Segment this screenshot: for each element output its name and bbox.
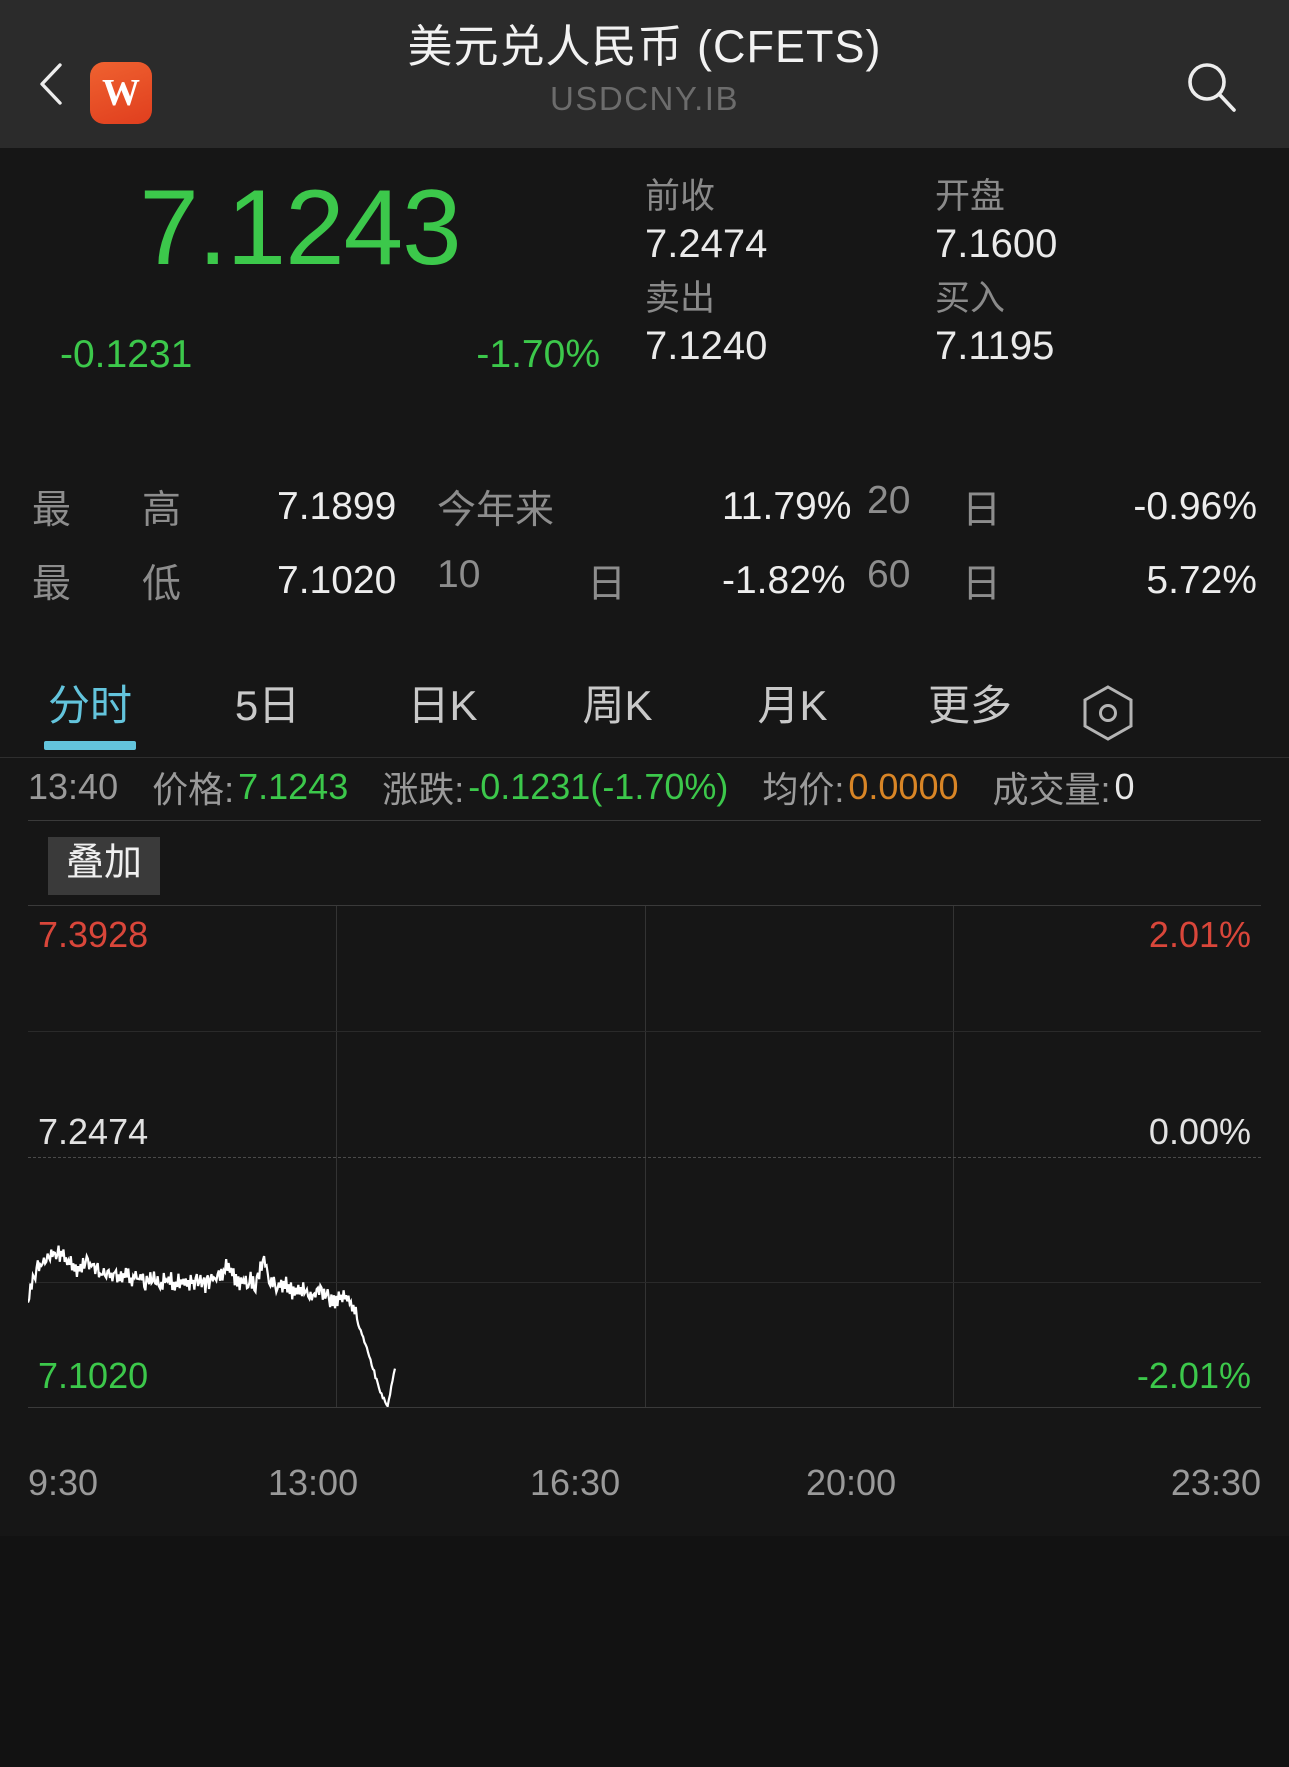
stat-label-20d: 20 日 [867,479,1002,532]
field-ask: 卖出 7.1240 [645,278,935,380]
page-subtitle: USDCNY.IB [550,80,739,118]
time-tick-3: 20:00 [806,1462,897,1503]
axis-label-top-left: 7.3928 [38,914,149,955]
tab-intraday[interactable]: 分时 [0,668,180,758]
info-avg-label: 均价: [762,769,845,810]
info-price-value: 7.1243 [238,766,349,807]
field-label: 开盘 [935,177,1006,216]
stat-label-low: 最 低 [32,563,182,606]
axis-label-bottom-right: -2.01% [1136,1355,1251,1396]
tab-monthk[interactable]: 月K [757,681,828,729]
chart-plot[interactable]: 7.3928 2.01% 7.2474 0.00% 7.1020 -2.01% [28,905,1261,1408]
stat-label-10d: 10 日 [437,553,627,606]
axis-label-mid-left: 7.2474 [38,1110,149,1152]
stat-label-ytd: 今年来 [437,489,555,532]
chart-area[interactable]: 叠加 7.3928 2.01% 7.2474 0.00% 7.1020 -2.0… [0,816,1289,1456]
info-time: 13:40 [28,766,119,807]
app-header: W 美元兑人民币 (CFETS) USDCNY.IB [0,0,1289,148]
stat-value-low: 7.1020 [277,559,397,602]
time-tick-2: 16:30 [530,1462,621,1503]
field-label: 买入 [935,278,1006,318]
info-change-label: 涨跌: [382,769,465,810]
stat-value-20d: -0.96% [1133,485,1257,528]
field-value: 7.1240 [645,323,768,368]
chart-frame: 叠加 7.3928 2.01% 7.2474 0.00% 7.1020 -2.0… [28,820,1261,1408]
settings-hexagon-icon[interactable] [1060,684,1156,742]
field-value: 7.1195 [935,323,1055,368]
stat-value-10d: -1.82% [722,559,846,602]
field-label: 卖出 [645,278,716,318]
field-value: 7.1600 [935,221,1058,266]
chart-info-line: 13:40 价格: 7.1243 涨跌: -0.1231(-1.70%) 均价:… [0,758,1289,816]
price-line [28,906,1261,1407]
info-avg-value: 0.0000 [848,766,959,807]
price-change: -0.1231 [60,333,193,376]
info-price-label: 价格: [152,769,235,810]
stats-grid: 最 高 7.1899 今年来 11.79% 20 日 -0.96% 最 低 7.… [0,448,1289,668]
stat-value-high: 7.1899 [277,485,397,528]
stats-row-low: 最 低 7.1020 10 日 -1.82% 60 日 5.72% [0,544,1289,618]
field-open: 开盘 7.1600 [935,176,1225,278]
app-logo[interactable]: W [90,62,152,124]
stat-value-ytd: 11.79% [722,485,852,528]
last-price: 7.1243 [139,167,461,287]
chart-tabs: 分时 5日 日K 周K 月K 更多 [0,668,1289,758]
tab-5day[interactable]: 5日 [234,681,301,729]
tab-more[interactable]: 更多 [927,681,1012,729]
search-icon[interactable] [1183,58,1241,116]
quote-fields: 前收 7.2474 开盘 7.1600 卖出 7.1240 买入 7.1195 [645,176,1265,380]
price-change-percent: -1.70% [476,333,600,376]
quote-summary: 7.1243 -0.1231 -1.70% 前收 7.2474 开盘 7.160… [0,148,1289,448]
info-volume-label: 成交量: [992,769,1111,810]
field-value: 7.2474 [645,221,768,266]
field-prev-close: 前收 7.2474 [645,176,935,278]
back-chevron-icon[interactable] [38,62,64,106]
time-tick-1: 13:00 [268,1462,359,1503]
stat-label-high: 最 高 [32,489,182,532]
axis-label-bottom-left: 7.1020 [38,1355,149,1396]
info-change-value: -0.1231(-1.70%) [468,766,729,807]
stat-label-60d: 60 日 [867,553,1002,606]
time-tick-0: 9:30 [28,1462,99,1503]
field-bid: 买入 7.1195 [935,278,1225,380]
info-volume-value: 0 [1114,766,1135,807]
tab-dayk[interactable]: 日K [407,681,478,729]
field-label: 前收 [645,177,716,216]
axis-label-top-right: 2.01% [1148,914,1251,955]
stats-row-high: 最 高 7.1899 今年来 11.79% 20 日 -0.96% [0,470,1289,544]
axis-label-mid-right: 0.00% [1148,1110,1251,1152]
time-tick-4: 23:30 [1170,1462,1261,1503]
stat-value-60d: 5.72% [1146,559,1257,602]
overlay-button[interactable]: 叠加 [48,837,161,895]
tab-weekk[interactable]: 周K [582,681,653,729]
page-title: 美元兑人民币 (CFETS) [407,21,882,72]
header-titles: 美元兑人民币 (CFETS) USDCNY.IB [0,20,1289,118]
reference-line [28,1156,1261,1158]
time-axis: 9:30 13:00 16:30 20:00 23:30 [0,1456,1289,1536]
